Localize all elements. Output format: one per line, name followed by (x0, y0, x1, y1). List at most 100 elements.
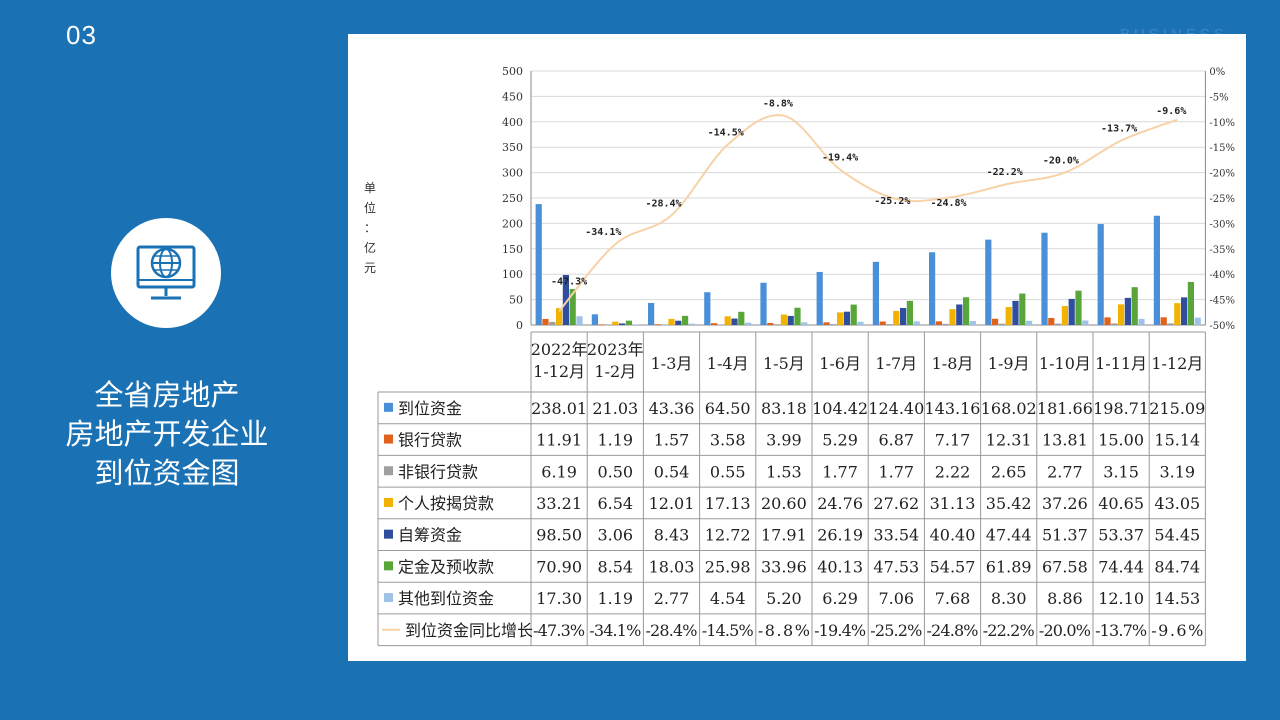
table-cell: 8.30 (991, 589, 1027, 608)
x-tick-label: 1-12月 (533, 362, 585, 381)
y-tick-label: 0 (516, 319, 523, 332)
y2-tick-label: -10% (1209, 118, 1235, 129)
table-cell: 6.19 (541, 462, 577, 481)
bar-非银行贷款 (942, 323, 949, 325)
y2-tick-label: -35% (1209, 245, 1235, 256)
table-cell: 1.77 (878, 462, 914, 481)
legend-entry: 自筹资金 (398, 526, 462, 545)
bar-到位资金 (591, 314, 598, 325)
bar-到位资金 (1041, 232, 1048, 325)
bar-非银行贷款 (605, 324, 612, 326)
bar-自筹资金 (843, 311, 850, 325)
bar-其他到位资金 (1194, 317, 1201, 325)
table-cell: 3.19 (1159, 462, 1195, 481)
unit-label-char: 元 (364, 261, 376, 275)
bar-定金及预收款 (850, 304, 857, 325)
table-cell: 43.36 (649, 399, 695, 418)
table-cell: 2.22 (935, 462, 971, 481)
table-cell: 51.37 (1042, 526, 1088, 545)
table-cell: 5.29 (822, 431, 858, 450)
table-cell: 6.87 (878, 431, 914, 450)
bar-到位资金 (872, 261, 879, 325)
table-cell: 20.60 (761, 494, 807, 513)
growth-data-label: -13.7% (1101, 124, 1137, 135)
bar-定金及预收款 (625, 320, 632, 325)
bar-个人按揭贷款 (1174, 303, 1181, 325)
table-cell: 0.54 (654, 462, 690, 481)
bar-银行贷款 (1160, 317, 1167, 325)
y2-tick-label: -5% (1209, 92, 1228, 103)
y-tick-label: 300 (502, 167, 523, 180)
bar-定金及预收款 (794, 307, 801, 325)
globe-monitor-icon (111, 218, 221, 328)
slide-number: 03 (66, 20, 97, 50)
bar-到位资金 (760, 282, 767, 325)
chart-panel: 0 50 100 150 200 250 300 350 400 450 500 -50% -45% -4… (348, 34, 1246, 661)
bar-非银行贷款 (830, 324, 837, 325)
table-cell: 168.02 (981, 399, 1037, 418)
legend-entry: 其他到位资金 (398, 589, 494, 608)
table-cell: 0.50 (597, 462, 633, 481)
table-cell: 43.05 (1154, 494, 1200, 513)
legend-swatch (384, 497, 393, 507)
table-cell: 0.55 (710, 462, 746, 481)
table-cell: 54.57 (930, 557, 976, 576)
table-cell: 215.09 (1149, 399, 1205, 418)
x-tick-label: 1-12月 (1151, 354, 1203, 373)
table-cell: 26.19 (817, 526, 863, 545)
table-cell: 2.77 (1047, 462, 1083, 481)
table-cell: -25.2% (870, 621, 922, 640)
unit-label-char: 位 (364, 200, 376, 215)
growth-data-label: -34.1% (585, 227, 621, 238)
x-tick-label: 2022年 (531, 340, 588, 359)
table-cell: 11.91 (536, 431, 582, 450)
bar-个人按揭贷款 (893, 310, 900, 325)
y2-tick-label: -20% (1209, 169, 1235, 180)
table-cell: 40.40 (930, 526, 976, 545)
growth-data-label: -47.3% (551, 276, 587, 287)
bar-定金及预收款 (682, 315, 689, 325)
table-cell: -24.8% (927, 621, 979, 640)
table-cell: 2.77 (654, 589, 690, 608)
bar-其他到位资金 (632, 324, 639, 325)
table-cell: 27.62 (873, 494, 919, 513)
table-cell: 6.54 (597, 494, 633, 513)
bar-自筹资金 (1012, 300, 1019, 325)
bar-银行贷款 (1048, 317, 1055, 325)
table-cell: 47.53 (873, 557, 919, 576)
table-cell: 40.13 (817, 557, 863, 576)
table-cell: 198.71 (1093, 399, 1149, 418)
table-cell: 181.66 (1037, 399, 1093, 418)
table-cell: 40.65 (1098, 494, 1144, 513)
bar-银行贷款 (598, 324, 605, 325)
table-cell: 61.89 (986, 557, 1032, 576)
bar-非银行贷款 (998, 323, 1005, 325)
bar-银行贷款 (879, 321, 886, 325)
table-cell: 3.06 (597, 526, 633, 545)
growth-data-label: -28.4% (645, 198, 681, 209)
x-tick-label: 1-10月 (1039, 354, 1091, 373)
y2-tick-label: -15% (1209, 143, 1235, 154)
y2-tick-label: -45% (1209, 296, 1235, 307)
table-cell: 8.54 (597, 557, 633, 576)
table-cell: 2.65 (991, 462, 1027, 481)
table-cell: -8.8% (758, 621, 810, 640)
legend-swatch (384, 561, 393, 571)
bar-定金及预收款 (738, 311, 745, 325)
legend-entry: 个人按揭贷款 (398, 494, 494, 513)
table-cell: 1.57 (654, 431, 690, 450)
x-tick-label: 1-8月 (932, 354, 974, 373)
table-cell: 104.42 (812, 399, 868, 418)
bar-银行贷款 (1104, 317, 1111, 325)
bar-非银行贷款 (717, 324, 724, 326)
growth-data-label: -25.2% (874, 196, 910, 207)
bar-银行贷款 (823, 322, 830, 325)
table-cell: 13.81 (1042, 431, 1088, 450)
bar-个人按揭贷款 (1061, 306, 1068, 325)
slide-title-line-3: 到位资金图 (94, 456, 240, 490)
bar-银行贷款 (711, 323, 718, 325)
bar-银行贷款 (992, 318, 999, 325)
table-cell: 70.90 (536, 557, 582, 576)
table-cell: 15.14 (1154, 431, 1200, 450)
unit-label-char: 单 (364, 181, 376, 195)
